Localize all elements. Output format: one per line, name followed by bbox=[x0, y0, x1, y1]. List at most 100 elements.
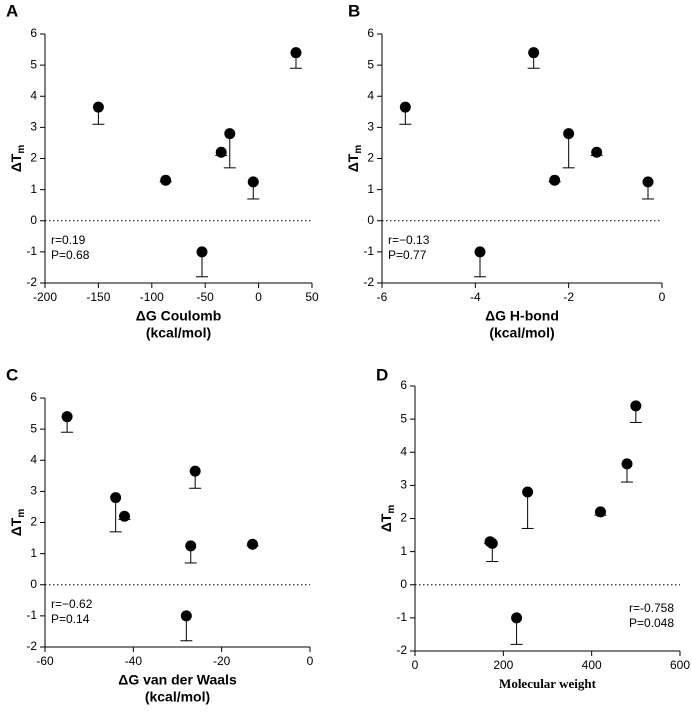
x-tick-label: 0 bbox=[255, 290, 262, 304]
x-tick-label: 0 bbox=[659, 290, 666, 304]
x-axis-label: (kcal/mol) bbox=[145, 689, 210, 705]
annotation: r=-0.758 bbox=[629, 601, 674, 615]
y-axis-label: ΔTm bbox=[8, 145, 27, 173]
point bbox=[595, 506, 606, 518]
y-axis-label: ΔTm bbox=[345, 145, 364, 173]
x-tick-label: 0 bbox=[307, 654, 314, 668]
y-tick-label: 1 bbox=[30, 182, 37, 196]
x-axis-label: Molecular weight bbox=[499, 676, 597, 691]
y-axis-label-main: ΔT bbox=[8, 517, 24, 536]
x-tick-label: 400 bbox=[582, 658, 602, 672]
y-tick-label: 5 bbox=[367, 57, 374, 71]
y-axis-label-sub: m bbox=[16, 509, 27, 518]
point bbox=[522, 486, 534, 498]
y-tick-label: 5 bbox=[30, 421, 37, 435]
y-tick-label: 6 bbox=[30, 390, 37, 404]
x-tick-label: 600 bbox=[670, 658, 690, 672]
point bbox=[591, 146, 603, 158]
y-tick-label: 6 bbox=[30, 26, 37, 40]
point bbox=[290, 47, 302, 59]
x-tick-label: -100 bbox=[140, 290, 164, 304]
y-tick-label: 6 bbox=[400, 378, 407, 392]
annotation: r=−0.62 bbox=[51, 597, 93, 611]
y-tick-label: 4 bbox=[30, 88, 37, 102]
y-axis-label-sub: m bbox=[16, 145, 27, 154]
point bbox=[160, 174, 172, 186]
point bbox=[511, 612, 523, 624]
y-axis-label: ΔTm bbox=[378, 505, 397, 533]
y-tick-label: 1 bbox=[400, 544, 407, 558]
x-axis-label: (kcal/mol) bbox=[489, 325, 554, 341]
y-tick-label: 4 bbox=[400, 444, 407, 458]
y-tick-label: 1 bbox=[30, 546, 37, 560]
y-tick-label: -1 bbox=[26, 608, 37, 622]
x-tick-label: -6 bbox=[377, 290, 388, 304]
point bbox=[189, 465, 201, 477]
x-tick-label: -20 bbox=[213, 654, 231, 668]
point bbox=[642, 176, 654, 188]
panel-label: B bbox=[348, 1, 360, 20]
y-tick-label: 0 bbox=[30, 577, 37, 591]
x-tick-label: -4 bbox=[470, 290, 481, 304]
y-tick-label: -2 bbox=[26, 639, 37, 653]
point bbox=[110, 492, 122, 504]
y-tick-label: 3 bbox=[30, 120, 37, 134]
point bbox=[224, 128, 236, 140]
y-tick-label: 0 bbox=[400, 577, 407, 591]
y-tick-label: 3 bbox=[367, 120, 374, 134]
point bbox=[215, 146, 227, 158]
x-tick-label: -60 bbox=[36, 654, 54, 668]
x-axis-label: ΔG van der Waals bbox=[118, 672, 237, 688]
y-tick-label: 4 bbox=[367, 88, 374, 102]
y-axis-label-main: ΔT bbox=[378, 513, 394, 532]
point bbox=[630, 400, 642, 412]
panel-label: C bbox=[6, 365, 18, 384]
y-tick-label: 5 bbox=[400, 411, 407, 425]
annotation: P=0.68 bbox=[51, 248, 90, 262]
annotation: P=0.77 bbox=[388, 248, 427, 262]
point bbox=[474, 246, 486, 258]
x-axis-label: ΔG H-bond bbox=[485, 308, 559, 324]
y-tick-label: 5 bbox=[30, 57, 37, 71]
point bbox=[563, 128, 575, 140]
y-tick-label: 4 bbox=[30, 452, 37, 466]
panel-label: D bbox=[376, 365, 388, 384]
point bbox=[119, 510, 130, 522]
x-tick-label: 0 bbox=[412, 658, 419, 672]
x-tick-label: 50 bbox=[305, 290, 319, 304]
point bbox=[399, 101, 411, 113]
annotation: P=0.048 bbox=[629, 616, 674, 630]
y-tick-label: -2 bbox=[363, 275, 374, 289]
point bbox=[61, 411, 73, 423]
annotation: r=−0.13 bbox=[388, 233, 430, 247]
y-tick-label: 2 bbox=[400, 511, 407, 525]
y-axis-label-main: ΔT bbox=[345, 153, 361, 172]
x-tick-label: 200 bbox=[493, 658, 513, 672]
x-tick-label: -40 bbox=[125, 654, 143, 668]
y-tick-label: 6 bbox=[367, 26, 374, 40]
y-tick-label: -1 bbox=[363, 244, 374, 258]
x-axis-label: (kcal/mol) bbox=[146, 325, 211, 341]
point bbox=[549, 174, 561, 186]
y-tick-label: 3 bbox=[30, 484, 37, 498]
annotation: P=0.14 bbox=[51, 612, 90, 626]
point bbox=[528, 47, 540, 59]
point bbox=[180, 610, 192, 622]
point bbox=[247, 176, 259, 188]
x-tick-label: -50 bbox=[197, 290, 215, 304]
y-tick-label: -1 bbox=[26, 244, 37, 258]
y-axis-label-main: ΔT bbox=[8, 153, 24, 172]
y-tick-label: -2 bbox=[26, 275, 37, 289]
point bbox=[247, 538, 259, 550]
point bbox=[185, 540, 197, 552]
y-tick-label: 3 bbox=[400, 478, 407, 492]
y-tick-label: 0 bbox=[30, 213, 37, 227]
y-axis-label-sub: m bbox=[353, 145, 364, 154]
annotation: r=0.19 bbox=[51, 233, 86, 247]
y-tick-label: 2 bbox=[30, 515, 37, 529]
point bbox=[92, 101, 104, 113]
y-tick-label: -1 bbox=[396, 610, 407, 624]
x-tick-label: -200 bbox=[33, 290, 57, 304]
panel-label: A bbox=[6, 1, 18, 20]
